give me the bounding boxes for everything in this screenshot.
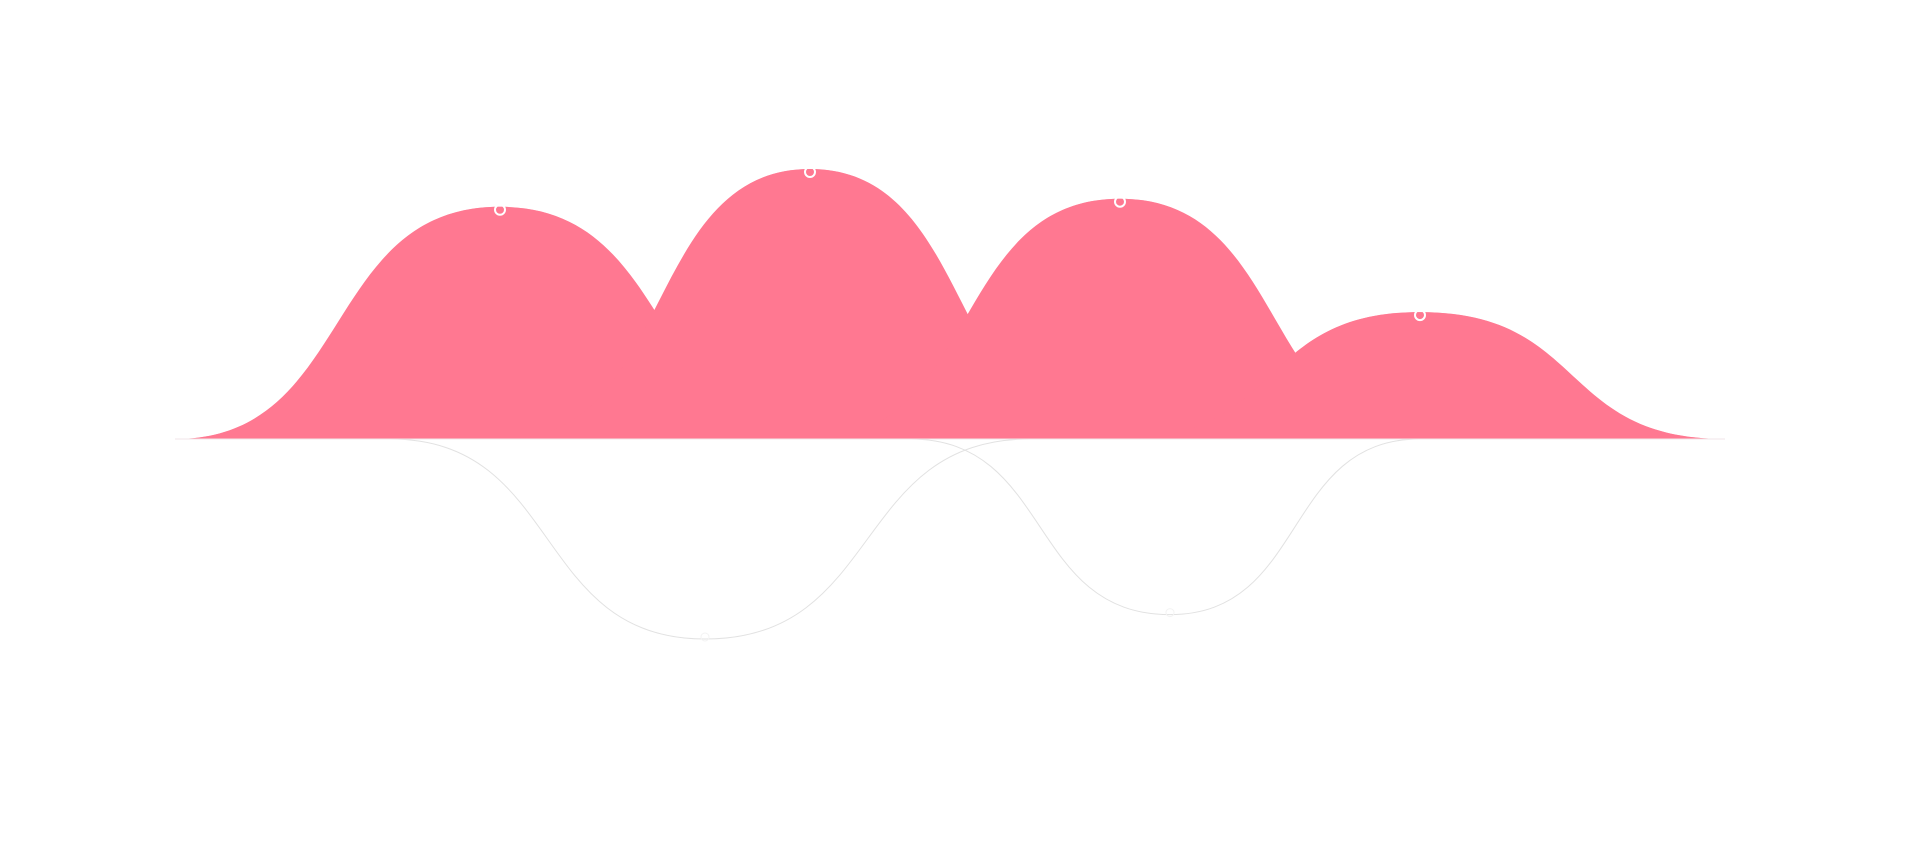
negative-wave-4 (389, 438, 1031, 640)
peak-marker-2[interactable] (1114, 195, 1126, 208)
positive-wave-3 (1120, 312, 1725, 439)
trough-marker-5[interactable] (1165, 608, 1175, 618)
peak-marker-3[interactable] (1414, 309, 1426, 322)
area-layer (175, 169, 1725, 640)
peak-marker-0[interactable] (494, 203, 506, 216)
negative-wave-5 (909, 438, 1421, 616)
marker-layer (494, 166, 1426, 642)
trough-marker-4[interactable] (700, 632, 710, 642)
peak-marker-1[interactable] (804, 166, 816, 178)
